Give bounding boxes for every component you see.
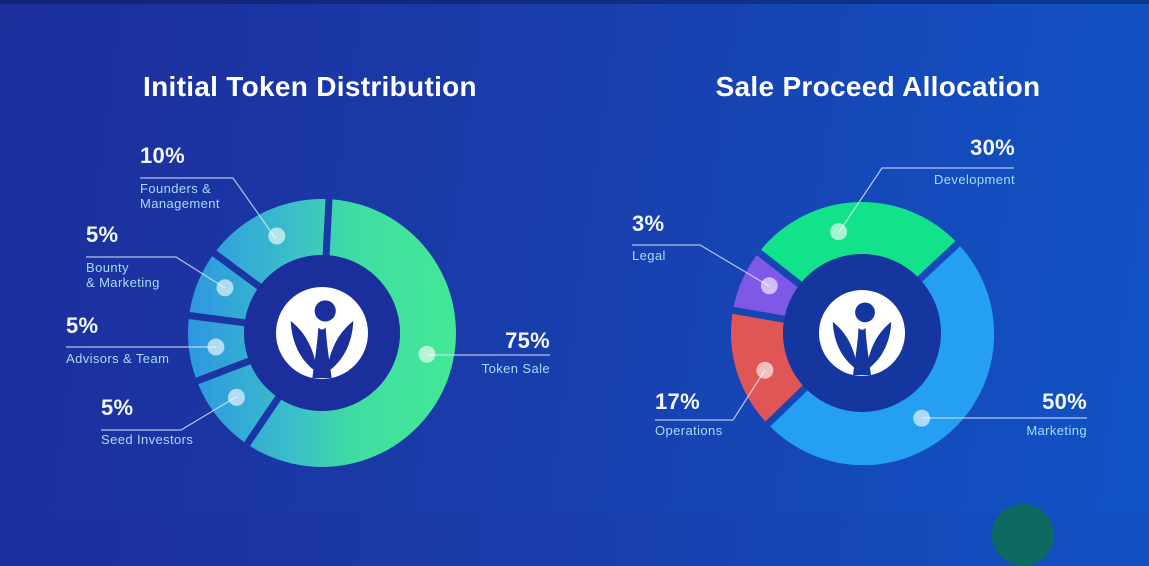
leader-line-founders-management (140, 177, 277, 240)
donut-segment-marketing (770, 246, 995, 466)
chart-title-initial-token-distribution: Initial Token Distribution (143, 71, 477, 103)
leader-line-bounty-marketing (86, 256, 226, 289)
logo-right-arm (326, 321, 354, 373)
leader-dot-marketing (913, 409, 931, 427)
logo-left-arm (832, 321, 858, 370)
leader-dot-operations (756, 361, 774, 379)
logo-left-arm (290, 321, 318, 373)
leader-line-legal (632, 244, 770, 287)
donut-segment-development (761, 201, 956, 282)
leader-dot-development (830, 223, 848, 241)
logo-head (855, 302, 875, 323)
donut-chart-sale-proceed-allocation (632, 167, 1087, 466)
leader-line-development (838, 167, 1014, 233)
donut-charts-canvas (66, 167, 1087, 467)
person-logo-icon (819, 290, 905, 376)
logo-right-arm (866, 321, 892, 370)
leader-dot-token-sale (418, 345, 436, 363)
donut-chart-initial-token-distribution (66, 177, 550, 467)
leader-dot-advisors-team (207, 338, 225, 356)
leader-dot-legal (760, 277, 778, 295)
person-logo-icon (276, 287, 368, 379)
donut-segment-token-sale (250, 199, 457, 467)
leader-line-operations (655, 369, 766, 421)
logo-body (312, 327, 332, 379)
top-edge-strip (0, 0, 1149, 4)
logo-body (852, 327, 872, 376)
chart-title-sale-proceed-allocation: Sale Proceed Allocation (715, 71, 1041, 103)
leader-line-seed-investors (101, 396, 237, 431)
logo-head (314, 300, 336, 322)
leader-dot-founders-management (268, 227, 286, 245)
leader-dot-bounty-marketing (216, 279, 234, 297)
decorative-bubble (992, 504, 1054, 566)
leader-dot-seed-investors (228, 388, 245, 406)
